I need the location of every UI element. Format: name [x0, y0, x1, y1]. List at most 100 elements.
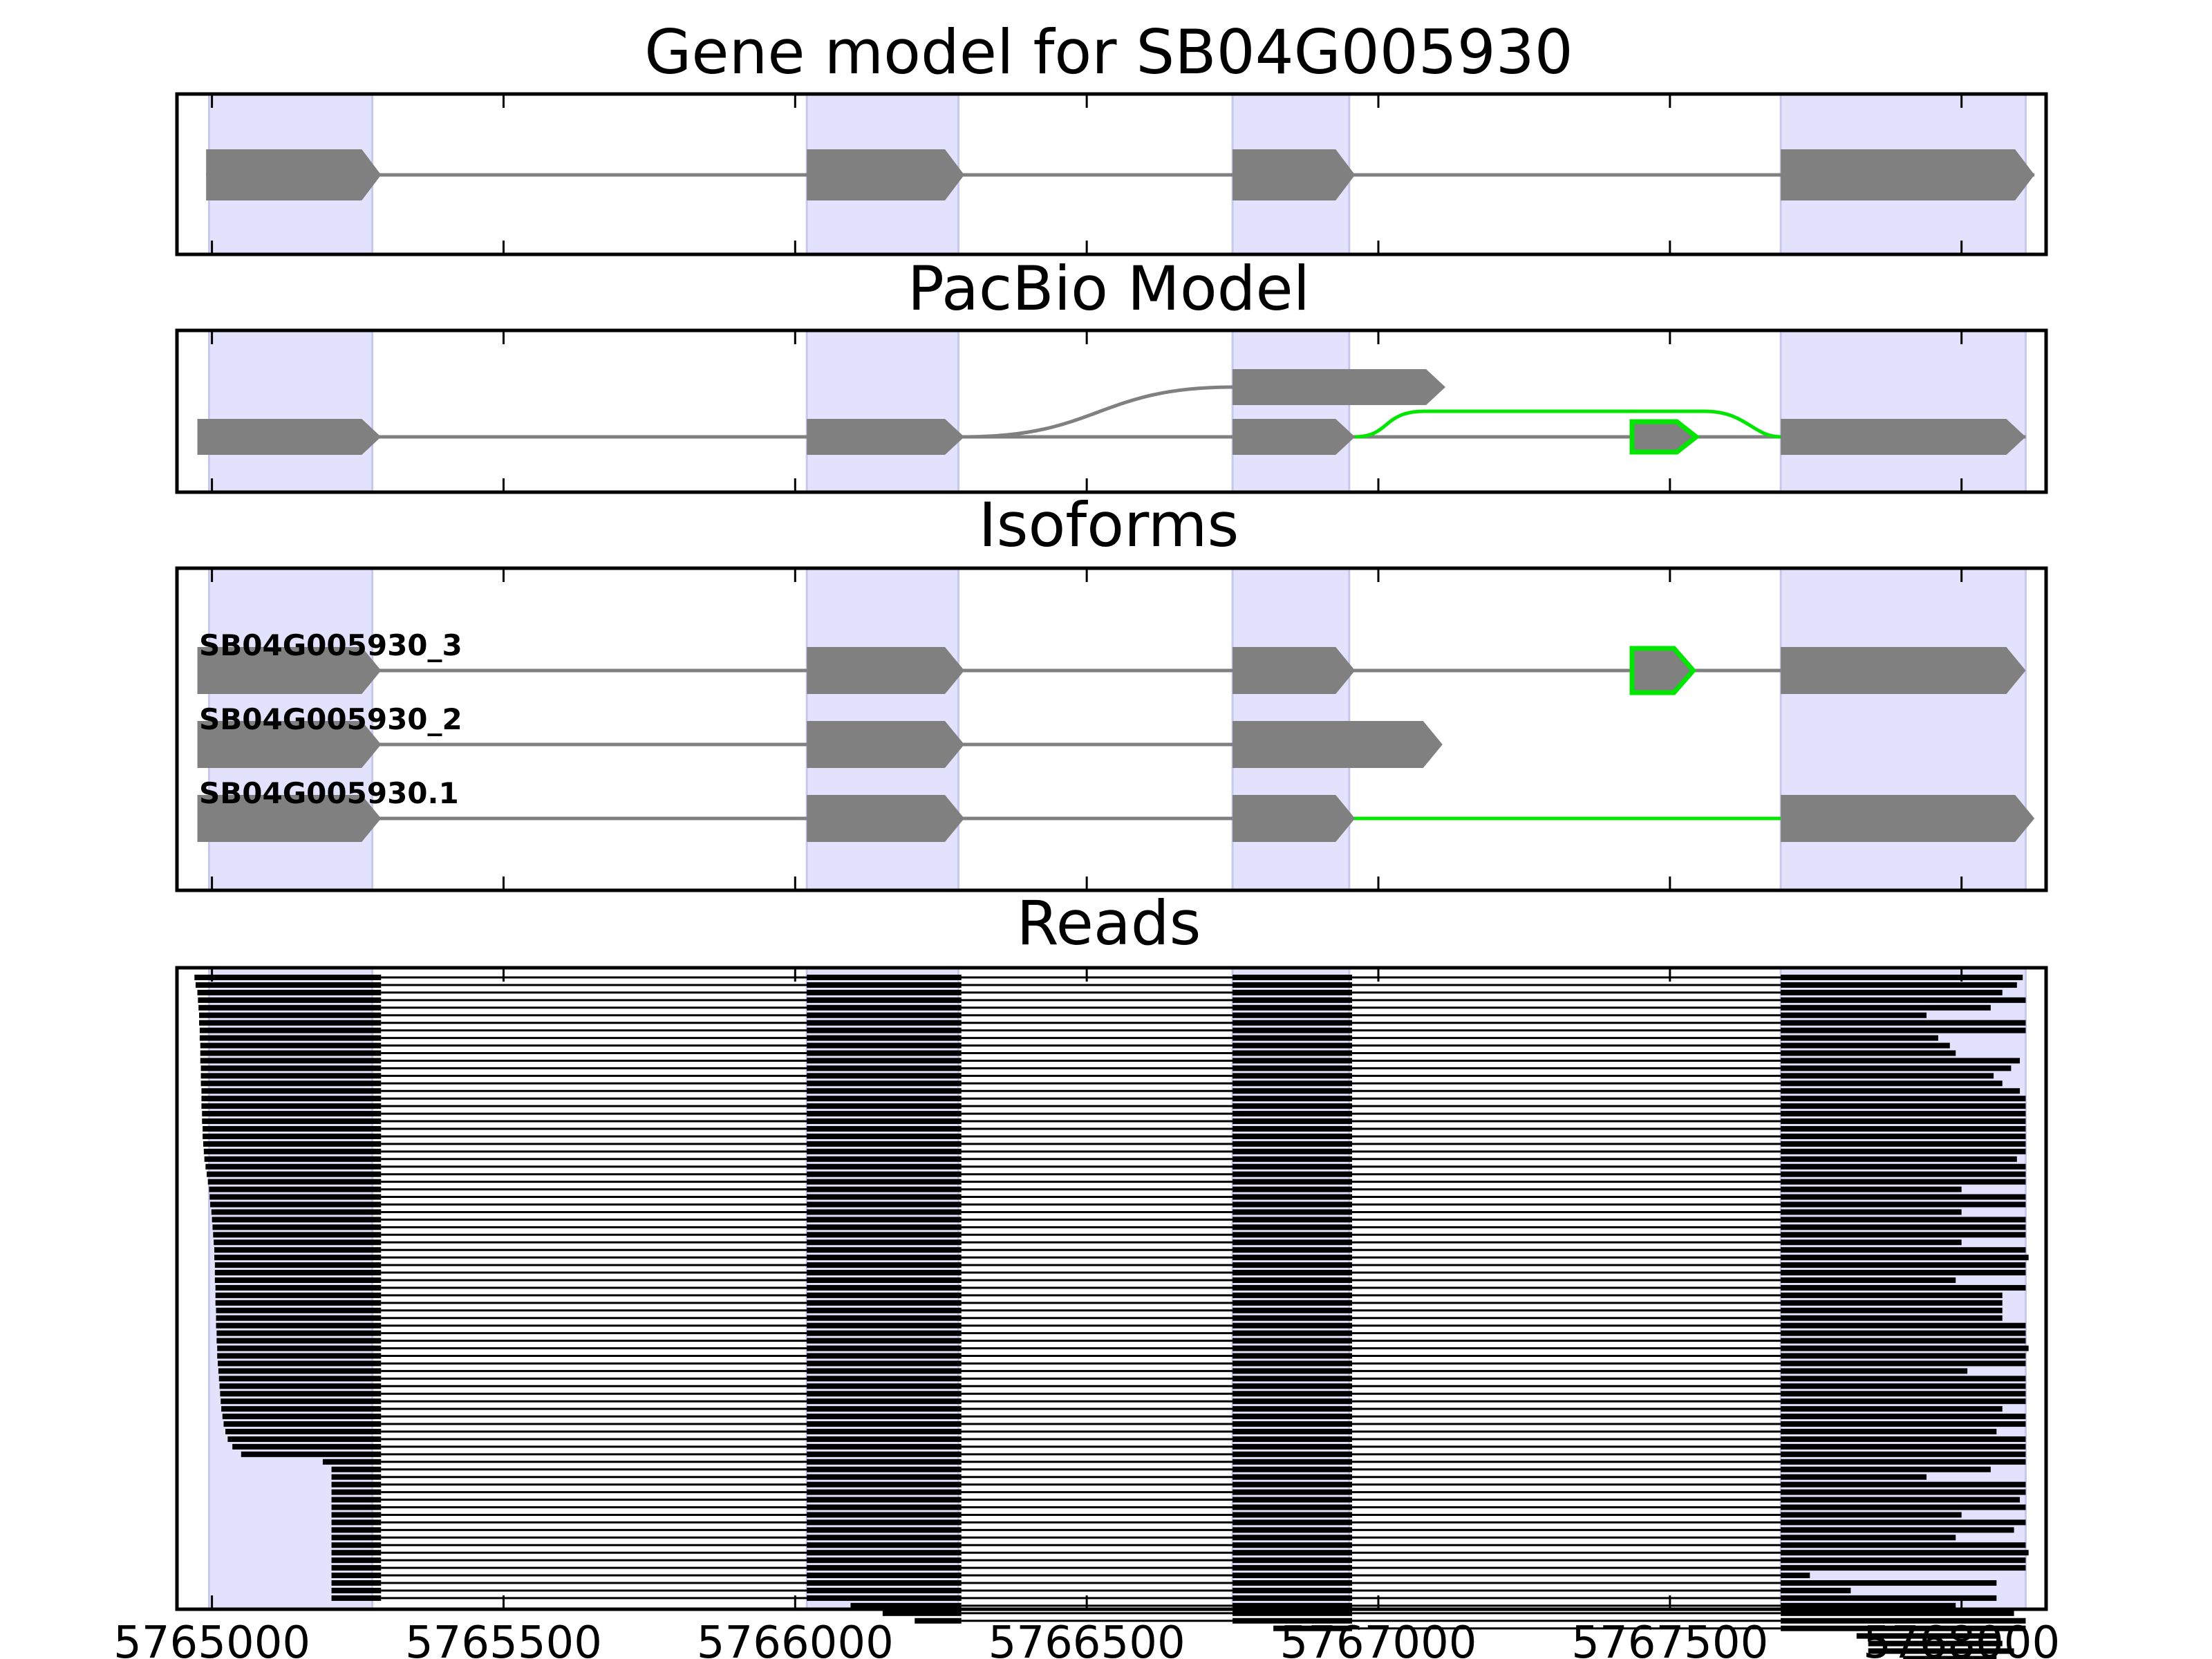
read-block — [807, 1330, 962, 1336]
read-block — [1232, 1020, 1353, 1026]
isoform-exon — [1781, 795, 2035, 842]
read — [209, 1194, 2026, 1200]
read-block — [807, 1481, 962, 1488]
read-block — [331, 1573, 382, 1579]
read — [204, 1156, 2017, 1162]
read-block — [807, 1224, 962, 1230]
read-block — [807, 1262, 962, 1268]
read-block — [1781, 1126, 2026, 1132]
read-block — [1781, 1194, 2026, 1200]
read-block — [807, 1573, 962, 1579]
read-block — [1781, 1073, 1994, 1079]
read-block — [1232, 1451, 1353, 1457]
isoform-exon — [807, 647, 964, 694]
read — [218, 1368, 1968, 1374]
read-block — [214, 1277, 382, 1283]
read-block — [1781, 1481, 2026, 1488]
read-block — [1781, 1436, 2026, 1442]
read-block — [217, 1353, 382, 1359]
read-block — [200, 1042, 382, 1049]
read-block — [1232, 1042, 1353, 1049]
read — [218, 1360, 2026, 1367]
read-block — [1232, 1587, 1353, 1593]
read-block — [1232, 1292, 1353, 1298]
read-block — [1781, 1096, 2026, 1102]
read-block — [1781, 1368, 1968, 1374]
read-block — [807, 1527, 962, 1533]
read-block — [1781, 1156, 2017, 1162]
read-block — [1232, 1595, 1353, 1601]
read — [213, 1232, 2026, 1238]
read-block — [807, 1535, 962, 1541]
exon-band-1 — [207, 329, 374, 494]
read-block — [807, 1292, 962, 1298]
read-block — [807, 1141, 962, 1147]
read-block — [807, 1156, 962, 1162]
read-block — [209, 1194, 382, 1200]
read — [209, 1186, 1962, 1192]
read-block — [807, 1201, 962, 1208]
read-block — [1232, 1542, 1353, 1548]
read-block — [807, 1307, 962, 1313]
read-block — [216, 1307, 382, 1313]
isoform-exon — [1232, 721, 1443, 768]
read-block — [203, 1126, 382, 1132]
exon-4 — [1781, 149, 2035, 200]
read — [207, 1179, 2026, 1185]
read-block — [807, 1557, 962, 1564]
read-block — [1781, 1209, 1962, 1215]
read-block — [1781, 1429, 1997, 1434]
read-block — [212, 1224, 382, 1230]
read — [203, 1133, 2026, 1139]
x-tick-label: 5766000 — [697, 1618, 894, 1659]
read-block — [1781, 1414, 2026, 1420]
read-block — [807, 1429, 962, 1434]
exon-3 — [1232, 149, 1356, 200]
read-block — [1781, 1118, 2026, 1125]
read-block — [1781, 1050, 1956, 1056]
read-block — [807, 982, 962, 988]
read — [211, 1209, 1962, 1215]
read-block — [1781, 1360, 2026, 1367]
read-block — [1781, 1217, 2026, 1223]
exon-band-2 — [805, 329, 960, 494]
read-block — [199, 1020, 382, 1026]
gene-model-title: Gene model for SB04G005930 — [644, 17, 1573, 88]
read-block — [807, 1383, 962, 1389]
read — [241, 1451, 2026, 1457]
read-block — [1232, 1610, 1353, 1616]
x-tick-label: 5768000 — [1863, 1618, 2060, 1659]
read-block — [807, 975, 962, 980]
read-block — [1232, 1557, 1353, 1564]
read — [207, 1171, 2026, 1177]
read-block — [1232, 1489, 1353, 1495]
read — [199, 1020, 2026, 1026]
read — [331, 1580, 1997, 1586]
isoform-label: SB04G005930_2 — [199, 702, 462, 736]
read — [200, 1050, 1956, 1056]
read — [331, 1542, 2026, 1548]
read — [221, 1406, 2003, 1412]
read-block — [1781, 1035, 1938, 1041]
read-block — [1232, 1383, 1353, 1389]
read-block — [807, 1027, 962, 1033]
read — [203, 1141, 2026, 1147]
read-block — [1232, 1338, 1353, 1344]
read-block — [1781, 1163, 2026, 1170]
read-block — [1232, 1027, 1353, 1033]
read-block — [1781, 1376, 2026, 1382]
alt-splice-path — [1355, 409, 1781, 439]
read — [201, 1096, 2026, 1102]
read-block — [1781, 1284, 2026, 1291]
read — [195, 982, 2017, 988]
isoform-exon — [1781, 647, 2026, 694]
read-block — [1232, 1262, 1353, 1268]
read — [232, 1443, 2026, 1450]
branch-exon — [1232, 369, 1446, 405]
read — [198, 1004, 1991, 1011]
read-block — [1232, 1239, 1353, 1246]
read-block — [209, 1186, 382, 1192]
read-block — [1232, 1443, 1353, 1450]
read-block — [197, 989, 382, 995]
read-block — [1232, 1065, 1353, 1071]
